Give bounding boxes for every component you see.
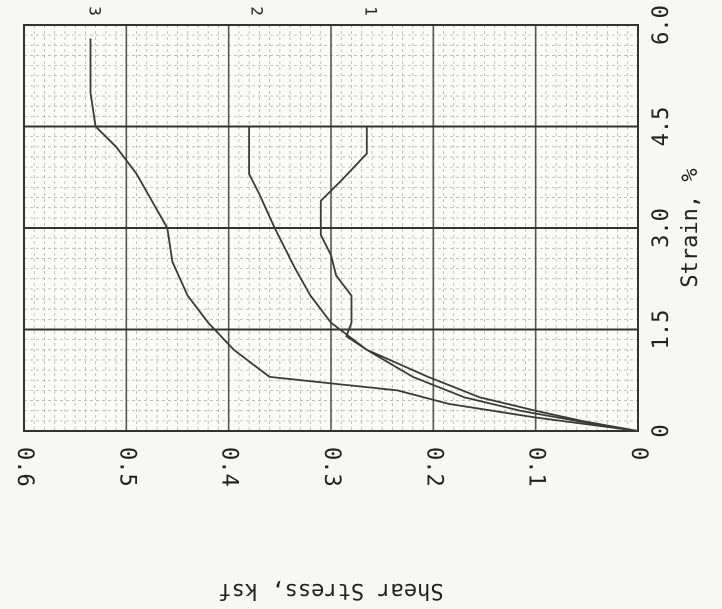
stress-tick-label: 0.1 xyxy=(524,447,549,487)
stress-tick-labels: 0 0.1 0.2 0.3 0.4 0.5 0.6 xyxy=(12,447,651,487)
strain-tick-label: 1.5 xyxy=(649,310,674,350)
stress-tick-label: 0.5 xyxy=(114,447,139,487)
series-line-1 xyxy=(319,126,639,432)
stress-tick-label: 0 xyxy=(626,447,651,460)
curve-label-2: 2 xyxy=(248,6,267,16)
series-layer xyxy=(89,38,639,432)
curve-label-1: 1 xyxy=(362,6,381,16)
strain-tick-label: 0 xyxy=(649,424,674,437)
series-line-3 xyxy=(89,38,639,432)
strain-tick-label: 6.0 xyxy=(649,5,674,45)
strain-tick-labels: 0 1.5 3.0 4.5 6.0 xyxy=(649,5,674,438)
curve-label-3: 3 xyxy=(86,6,105,16)
strain-tick-label: 4.5 xyxy=(649,107,674,147)
stress-tick-label: 0.6 xyxy=(12,447,37,487)
plot-frame xyxy=(23,24,639,432)
strain-tick-label: 3.0 xyxy=(649,208,674,248)
strain-axis-title: Strain, % xyxy=(678,168,703,287)
stress-axis-title: Shear Stress, ksf xyxy=(218,578,443,603)
series-line-2 xyxy=(248,126,639,432)
curve-labels: 1 2 3 xyxy=(86,6,381,16)
stress-tick-label: 0.3 xyxy=(319,447,344,487)
stress-tick-label: 0.2 xyxy=(421,447,446,487)
stress-tick-label: 0.4 xyxy=(217,447,242,487)
